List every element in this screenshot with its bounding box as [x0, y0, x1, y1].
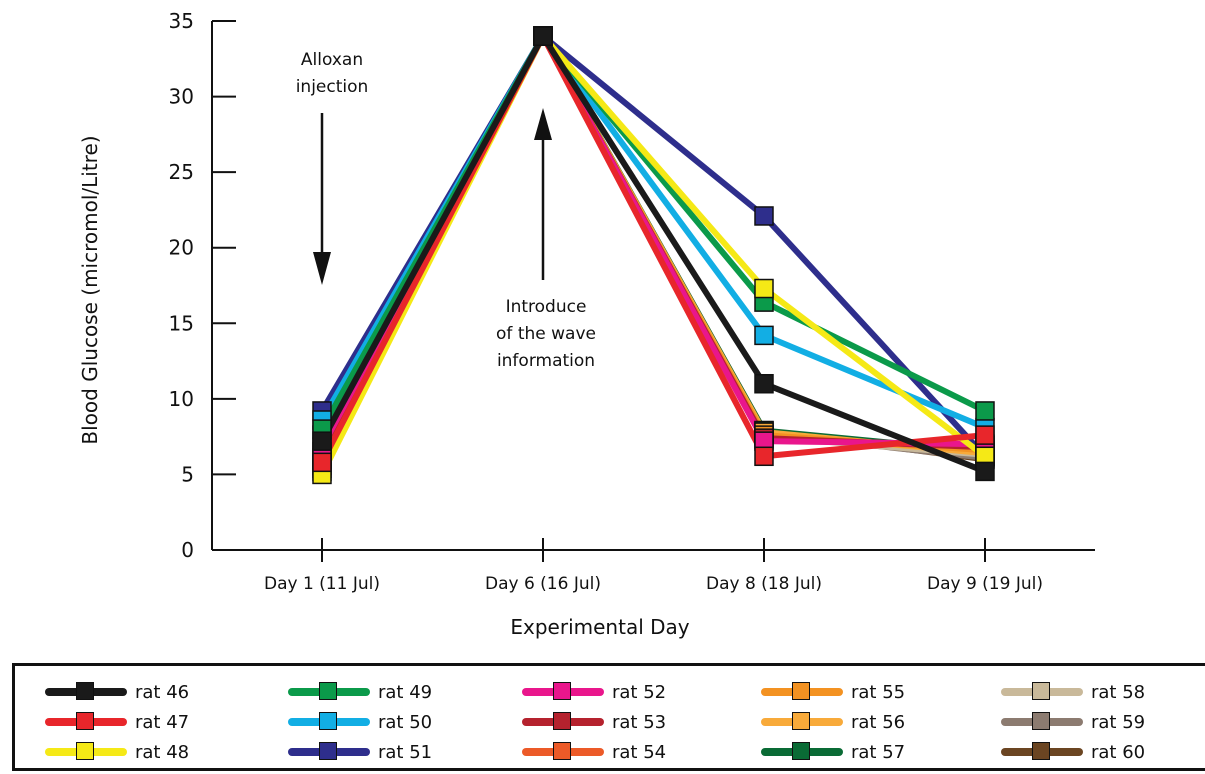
- series-line-rat-47: [319, 33, 988, 466]
- annotation-text: Alloxan injection: [296, 50, 369, 97]
- legend-label: rat 53: [612, 711, 667, 733]
- legend-item: rat 60: [1001, 739, 1145, 765]
- legend: rat 46 rat 47 rat 48 rat 49 rat 50 rat 51 rat …: [12, 663, 1205, 771]
- legend-item: rat 47: [45, 709, 189, 735]
- y-tick-label: 35: [169, 9, 194, 33]
- y-tick-label: 5: [181, 462, 194, 486]
- legend-label: rat 54: [612, 741, 667, 763]
- legend-item: rat 58: [1001, 679, 1145, 705]
- legend-swatch: [288, 739, 370, 765]
- data-point-rat-47: [975, 425, 995, 445]
- legend-label: rat 57: [851, 741, 906, 763]
- legend-swatch: [45, 709, 127, 735]
- legend-label: rat 59: [1091, 711, 1146, 733]
- legend-item: rat 52: [522, 679, 666, 705]
- legend-item: rat 46: [45, 679, 189, 705]
- legend-swatch: [522, 679, 604, 705]
- legend-swatch: [761, 679, 843, 705]
- legend-item: rat 48: [45, 739, 189, 765]
- legend-label: rat 52: [612, 681, 667, 703]
- legend-label: rat 50: [378, 711, 433, 733]
- x-tick-label: Day 9 (19 Jul): [927, 574, 1043, 594]
- x-tick-label: Day 1 (11 Jul): [264, 574, 380, 594]
- legend-swatch: [45, 679, 127, 705]
- legend-item: rat 50: [288, 709, 432, 735]
- chart-annotations: Alloxan injection Introduce of the wave info…: [296, 50, 596, 371]
- chart-axes: 0 5 10 15 20 25 30 35 Day 1 (11 Jul) Day 6 (16 Ju…: [169, 9, 1095, 594]
- legend-label: rat 58: [1091, 681, 1146, 703]
- legend-item: rat 55: [761, 679, 905, 705]
- data-point-rat-46: [312, 431, 332, 451]
- legend-swatch: [522, 739, 604, 765]
- y-tick-label: 0: [181, 538, 194, 562]
- legend-label: rat 46: [135, 681, 190, 703]
- legend-item: rat 57: [761, 739, 905, 765]
- annotation-text: Introduce of the wave information: [496, 297, 596, 371]
- data-point-rat-48: [754, 278, 774, 299]
- legend-label: rat 55: [851, 681, 906, 703]
- legend-label: rat 60: [1091, 741, 1146, 763]
- legend-item: rat 53: [522, 709, 666, 735]
- line-chart: 0 5 10 15 20 25 30 35 Day 1 (11 Jul) Day 6 (16 Ju…: [78, 9, 1095, 639]
- legend-swatch: [761, 739, 843, 765]
- legend-item: rat 51: [288, 739, 432, 765]
- legend-swatch: [1001, 709, 1083, 735]
- legend-swatch: [288, 709, 370, 735]
- legend-label: rat 49: [378, 681, 433, 703]
- legend-item: rat 54: [522, 739, 666, 765]
- x-tick-label: Day 8 (18 Jul): [706, 574, 822, 594]
- annotation-arrow-head: [534, 108, 552, 140]
- legend-label: rat 47: [135, 711, 190, 733]
- x-tick-label: Day 6 (16 Jul): [485, 574, 601, 594]
- markers-layer: [312, 26, 995, 485]
- series-layer: [319, 33, 988, 478]
- legend-item: rat 56: [761, 709, 905, 735]
- legend-label: rat 51: [378, 741, 433, 763]
- data-point-rat-49: [975, 401, 995, 421]
- data-point-rat-47: [312, 452, 332, 473]
- data-point-rat-47: [754, 446, 774, 467]
- legend-swatch: [1001, 739, 1083, 765]
- legend-swatch: [761, 709, 843, 735]
- y-tick-label: 25: [169, 160, 194, 184]
- series-line-rat-46: [319, 33, 988, 475]
- legend-item: rat 59: [1001, 709, 1145, 735]
- legend-item: rat 49: [288, 679, 432, 705]
- data-point-rat-46: [533, 26, 553, 46]
- legend-swatch: [522, 709, 604, 735]
- y-tick-label: 30: [169, 85, 194, 109]
- legend-swatch: [288, 679, 370, 705]
- y-tick-label: 20: [169, 236, 194, 260]
- legend-label: rat 56: [851, 711, 906, 733]
- data-point-rat-51: [754, 206, 774, 226]
- y-axis-title: Blood Glucose (micromol/Litre): [78, 135, 102, 444]
- x-axis-title: Experimental Day: [510, 615, 689, 639]
- legend-swatch: [45, 739, 127, 765]
- data-point-rat-50: [754, 325, 774, 346]
- data-point-rat-46: [754, 373, 774, 394]
- y-tick-label: 15: [169, 311, 194, 335]
- legend-swatch: [1001, 679, 1083, 705]
- y-tick-label: 10: [169, 387, 194, 411]
- legend-label: rat 48: [135, 741, 190, 763]
- annotation-arrow-head: [313, 252, 331, 285]
- data-point-rat-46: [975, 461, 995, 482]
